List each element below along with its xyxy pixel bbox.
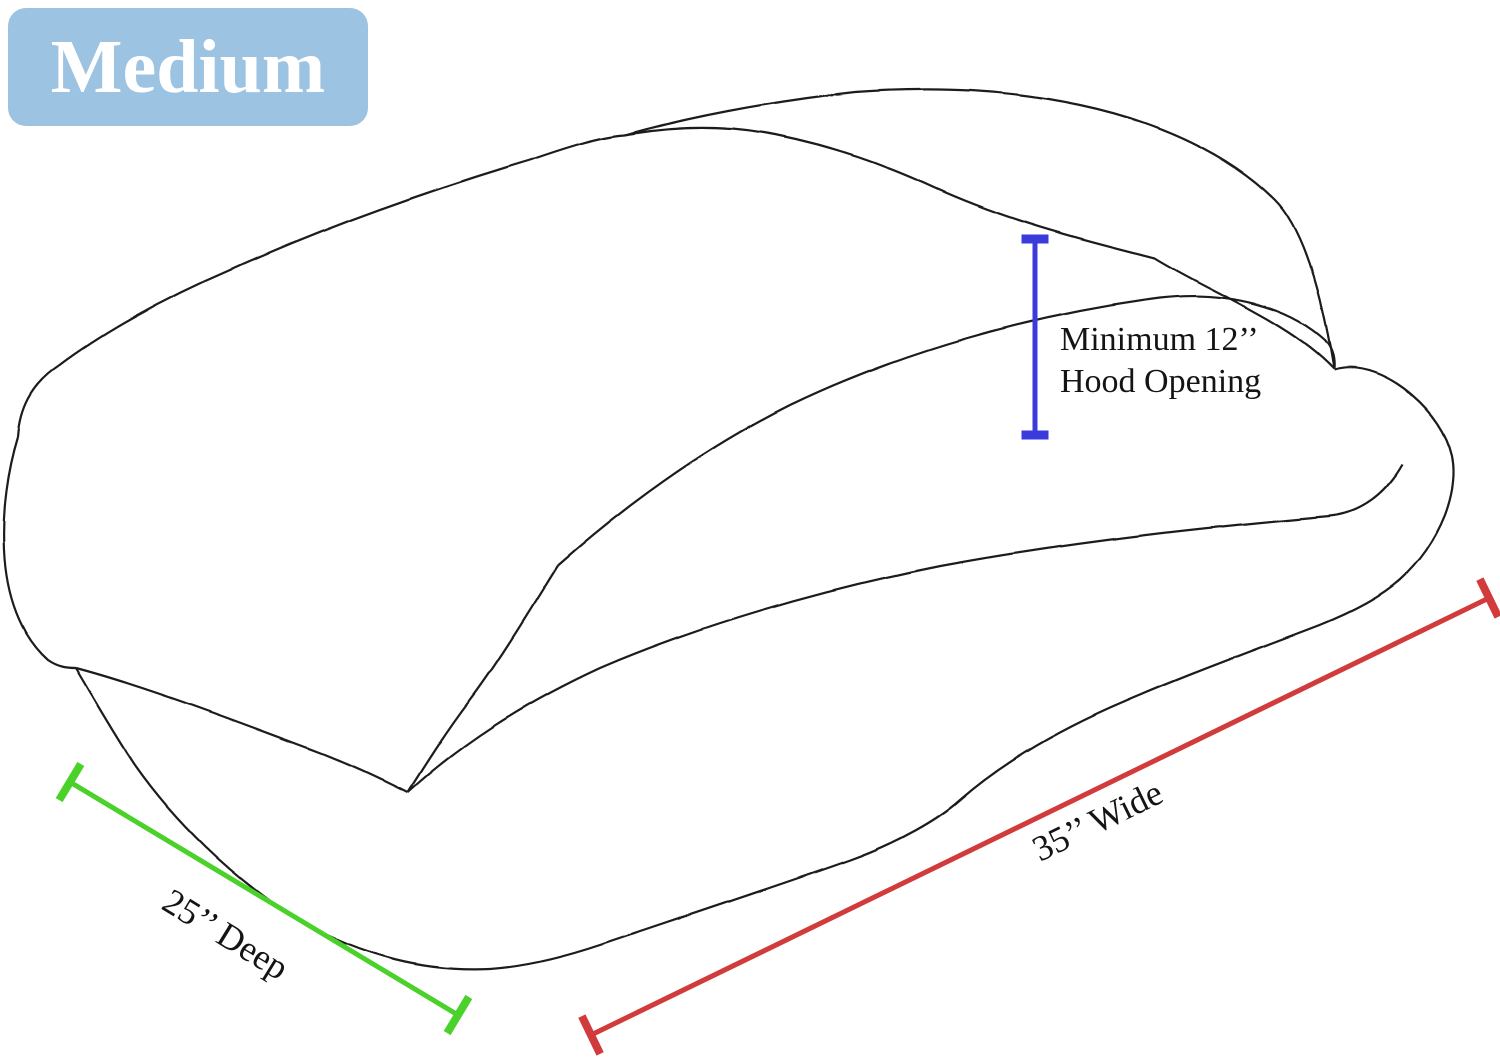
svg-text:25’’ Deep: 25’’ Deep <box>156 881 296 988</box>
svg-text:Minimum 12’’: Minimum 12’’ <box>1060 321 1259 358</box>
svg-text:Hood Opening: Hood Opening <box>1060 363 1261 400</box>
